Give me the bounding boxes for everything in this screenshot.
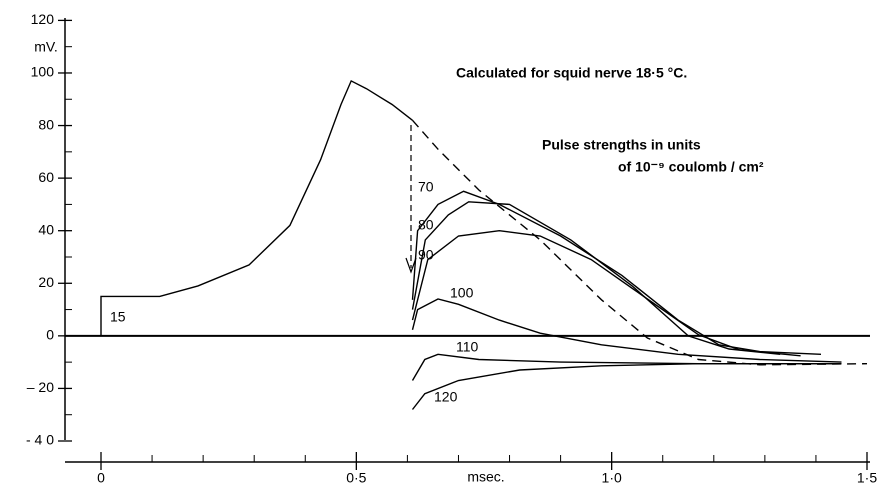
curve (411, 229, 801, 357)
x-tick-label: 1·0 (602, 470, 622, 486)
annotation: Pulse strengths in units (542, 137, 701, 153)
series-label: 110 (456, 339, 479, 355)
arrow-head (405, 257, 417, 274)
series-label: 90 (418, 247, 434, 263)
series-label: 80 (418, 217, 434, 233)
series-label: 100 (450, 285, 474, 301)
curve (411, 201, 781, 355)
annotation: of 10⁻⁹ coulomb / cm² (618, 159, 764, 175)
y-tick-label: 40 (38, 221, 54, 237)
curve (411, 363, 842, 410)
x-axis-label: msec. (467, 469, 504, 485)
x-tick-label: 0 (97, 470, 105, 486)
x-tick-label: 0·5 (346, 470, 366, 486)
y-tick-label: 60 (38, 169, 54, 185)
y-tick-label: – 20 (27, 379, 54, 395)
y-axis-label: mV. (34, 39, 58, 55)
curve (411, 190, 822, 355)
chart-title: Calculated for squid nerve 18·5 °C. (456, 65, 687, 81)
series-label: 120 (434, 389, 458, 405)
y-tick-label: 20 (38, 274, 54, 290)
curve (411, 353, 842, 381)
y-tick-label: 100 (31, 64, 55, 80)
y-tick-label: - 4 0 (26, 432, 54, 448)
series-label: 70 (418, 179, 434, 195)
series-label: 15 (110, 309, 126, 325)
curve (100, 79, 413, 336)
y-tick-label: 120 (31, 11, 55, 27)
y-tick-label: 80 (38, 116, 54, 132)
x-tick-label: 1·5 (857, 470, 877, 486)
curve (411, 119, 868, 366)
curve (411, 298, 842, 363)
y-tick-label: 0 (46, 327, 54, 343)
